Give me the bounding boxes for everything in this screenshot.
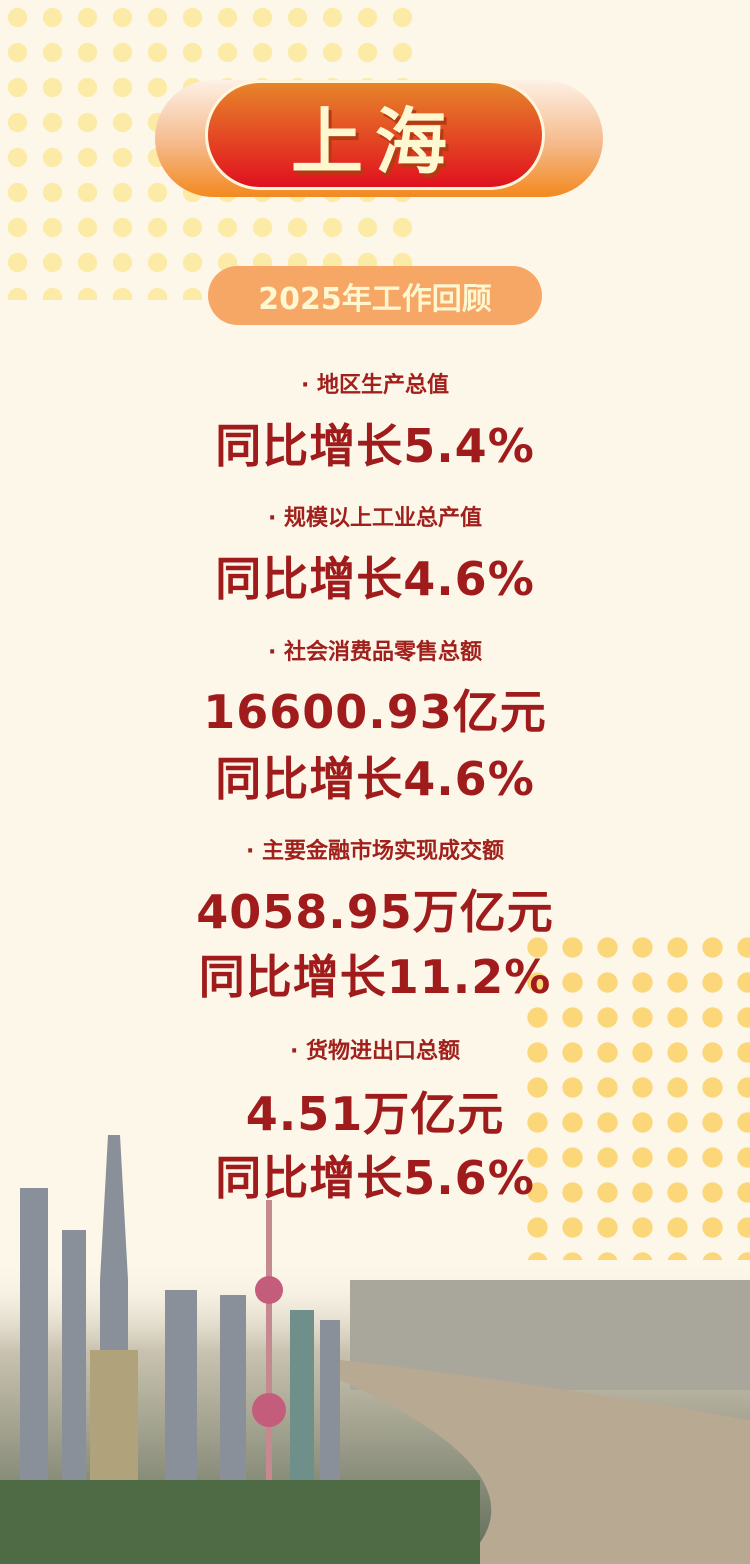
stat-label: · 社会消费品零售总额 bbox=[267, 640, 483, 665]
shanghai-skyline-image bbox=[0, 1135, 750, 1564]
title-badge: 上海 bbox=[205, 80, 545, 190]
stat-value: 4058.95万亿元 bbox=[196, 885, 554, 939]
stat-value: 同比增长4.6% bbox=[215, 552, 535, 606]
page-title: 上海 bbox=[290, 99, 459, 184]
stat-label: · 货物进出口总额 bbox=[289, 1039, 461, 1064]
dot-pattern bbox=[520, 930, 750, 1260]
stat-value: 同比增长11.2% bbox=[198, 950, 552, 1004]
subtitle: 2025年工作回顾 bbox=[258, 281, 492, 317]
stat-label: · 地区生产总值 bbox=[300, 373, 450, 398]
stat-value: 16600.93亿元 bbox=[203, 685, 547, 739]
stat-label: · 规模以上工业总产值 bbox=[267, 506, 483, 531]
stat-value: 同比增长5.4% bbox=[215, 419, 535, 473]
subtitle-badge: 2025年工作回顾 bbox=[208, 266, 542, 325]
stat-value: 同比增长4.6% bbox=[215, 752, 535, 806]
stat-label: · 主要金融市场实现成交额 bbox=[245, 839, 505, 864]
stat-value: 4.51万亿元 bbox=[245, 1087, 505, 1141]
stat-value: 同比增长5.6% bbox=[215, 1151, 535, 1205]
